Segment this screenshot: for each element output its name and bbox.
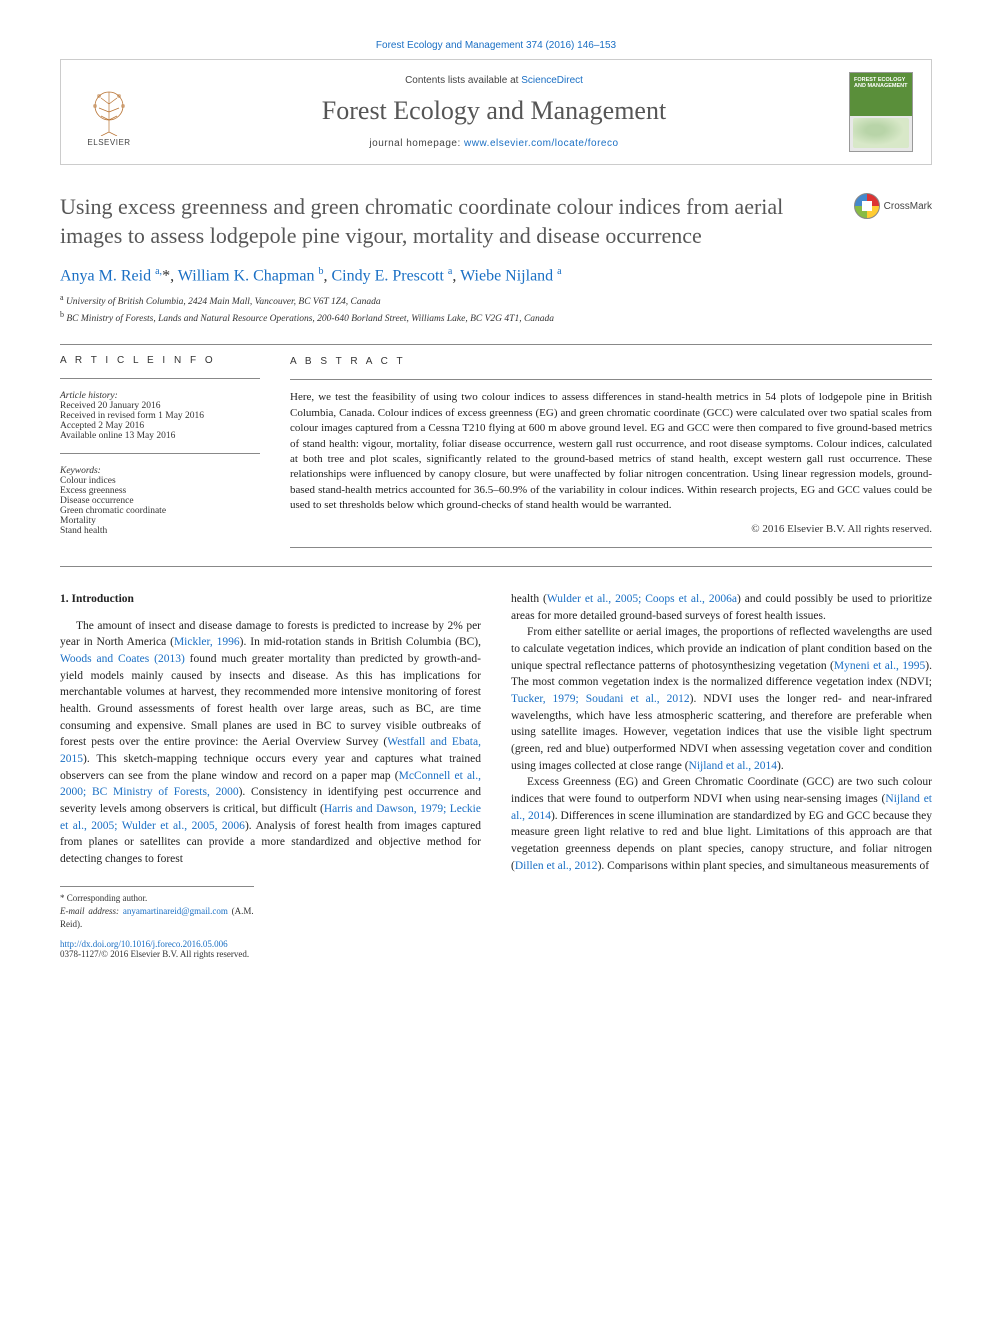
body-paragraph: The amount of insect and disease damage … [60,618,481,868]
contents-line: Contents lists available at ScienceDirec… [139,75,849,86]
sciencedirect-link[interactable]: ScienceDirect [521,75,583,86]
homepage-link[interactable]: www.elsevier.com/locate/foreco [464,138,619,149]
abstract-heading: A B S T R A C T [290,355,932,369]
keyword: Excess greenness [60,486,260,496]
divider-2 [60,566,932,567]
keyword: Stand health [60,526,260,536]
elsevier-text: ELSEVIER [87,138,130,147]
corresponding-author-note: * Corresponding author. [60,892,254,905]
author-link[interactable]: Cindy E. Prescott [331,268,443,285]
homepage-line: journal homepage: www.elsevier.com/locat… [139,138,849,149]
info-divider-1 [60,378,260,379]
author-link[interactable]: William K. Chapman [178,268,315,285]
cover-title: FOREST ECOLOGY AND MANAGEMENT [854,77,908,90]
history-line: Available online 13 May 2016 [60,431,260,441]
affiliation-line: a University of British Columbia, 2424 M… [60,292,932,309]
affiliations: a University of British Columbia, 2424 M… [60,292,932,327]
issn-line: 0378-1127/© 2016 Elsevier B.V. All right… [60,949,249,959]
abstract-copyright: © 2016 Elsevier B.V. All rights reserved… [290,522,932,537]
doi-link[interactable]: http://dx.doi.org/10.1016/j.foreco.2016.… [60,939,228,949]
abstract-text: Here, we test the feasibility of using t… [290,390,932,513]
info-divider-2 [60,453,260,454]
journal-cover-thumbnail: FOREST ECOLOGY AND MANAGEMENT [849,72,913,152]
keyword: Disease occurrence [60,496,260,506]
authors-line: Anya M. Reid a,*, William K. Chapman b, … [60,266,932,285]
body-text: ). Comparisons within plant species, and… [598,860,930,872]
body-columns: 1. Introduction The amount of insect and… [60,591,932,931]
crossmark-icon [854,193,880,219]
author-link[interactable]: Wiebe Nijland [460,268,553,285]
body-text: ). [777,760,784,772]
journal-title: Forest Ecology and Management [139,96,849,126]
keyword: Colour indices [60,476,260,486]
history-line: Received 20 January 2016 [60,401,260,411]
history-line: Received in revised form 1 May 2016 [60,411,260,421]
abstract-divider [290,379,932,380]
homepage-prefix: journal homepage: [369,138,464,149]
header-citation: Forest Ecology and Management 374 (2016)… [60,40,932,51]
citation-link[interactable]: Nijland et al., 2014 [689,760,777,772]
abstract-block: A B S T R A C T Here, we test the feasib… [290,355,932,548]
citation-link[interactable]: Woods and Coates (2013) [60,653,185,665]
article-title: Using excess greenness and green chromat… [60,193,854,250]
citation-link[interactable]: Tucker, 1979; Soudani et al., 2012 [511,693,690,705]
abstract-divider-bottom [290,547,932,548]
left-column: 1. Introduction The amount of insect and… [60,591,481,931]
email-line: E-mail address: anyamartinareid@gmail.co… [60,905,254,931]
article-info-heading: A R T I C L E I N F O [60,355,260,366]
divider [60,344,932,345]
body-text: Excess Greenness (EG) and Green Chromati… [511,776,932,805]
affiliation-line: b BC Ministry of Forests, Lands and Natu… [60,309,932,326]
contents-prefix: Contents lists available at [405,75,521,86]
author-link[interactable]: Anya M. Reid [60,268,151,285]
citation-link[interactable]: Myneni et al., 1995 [834,660,925,672]
crossmark-badge[interactable]: CrossMark [854,193,932,219]
body-text: found much greater mortality than predic… [60,653,481,748]
body-text: ). In mid-rotation stands in British Col… [240,636,481,648]
crossmark-label: CrossMark [884,201,932,212]
elsevier-tree-icon [87,88,131,136]
citation-link[interactable]: Wulder et al., 2005; Coops et al., 2006a [547,593,737,605]
article-info-sidebar: A R T I C L E I N F O Article history: R… [60,355,260,548]
history-line: Accepted 2 May 2016 [60,421,260,431]
section-heading: 1. Introduction [60,591,481,608]
right-column: health (Wulder et al., 2005; Coops et al… [511,591,932,931]
cover-map-graphic [853,118,909,148]
body-paragraph: From either satellite or aerial images, … [511,624,932,774]
header-box: ELSEVIER Contents lists available at Sci… [60,59,932,165]
section-title: Introduction [72,593,134,605]
keyword: Green chromatic coordinate [60,506,260,516]
keyword: Mortality [60,516,260,526]
history-label: Article history: [60,391,260,401]
elsevier-logo: ELSEVIER [79,77,139,147]
body-paragraph: health (Wulder et al., 2005; Coops et al… [511,591,932,624]
citation-link[interactable]: Dillen et al., 2012 [515,860,598,872]
section-number: 1. [60,593,69,605]
author-email-link[interactable]: anyamartinareid@gmail.com [123,906,228,916]
citation-link[interactable]: Mickler, 1996 [174,636,240,648]
body-paragraph: Excess Greenness (EG) and Green Chromati… [511,774,932,874]
footer: http://dx.doi.org/10.1016/j.foreco.2016.… [60,939,932,959]
email-label: E-mail address: [60,906,123,916]
body-text: health ( [511,593,547,605]
footnotes: * Corresponding author. E-mail address: … [60,886,254,931]
keywords-label: Keywords: [60,466,260,476]
